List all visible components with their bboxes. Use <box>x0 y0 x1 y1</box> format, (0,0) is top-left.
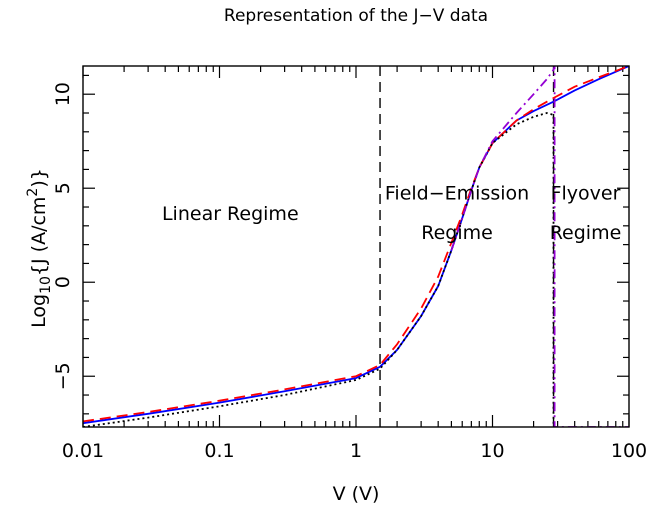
annotation-label: Regime <box>550 222 622 244</box>
annotation-label: Regime <box>421 222 493 244</box>
y-tick-label: −5 <box>52 362 74 390</box>
x-tick-label: 0.1 <box>204 440 234 462</box>
annotation-label: Field−Emission <box>385 182 529 204</box>
x-tick-label: 1 <box>350 440 362 462</box>
svg-text:Log10{J (A/cm2)}: Log10{J (A/cm2)} <box>25 168 54 328</box>
series-line-solid <box>83 66 629 425</box>
series-line-dashed <box>83 66 629 423</box>
series-line-dashdot <box>450 66 629 427</box>
x-tick-label: 10 <box>480 440 504 462</box>
series-line-dotted <box>83 112 555 427</box>
annotation-label: Linear Regime <box>162 203 299 225</box>
plot-frame <box>82 65 630 428</box>
y-tick-label: 10 <box>52 82 74 106</box>
chart-title: Representation of the J−V data <box>224 6 488 26</box>
y-axis-label: Log10{J (A/cm2)} <box>25 168 54 328</box>
x-tick-label: 100 <box>611 440 647 462</box>
annotation-label: Flyover <box>551 182 621 204</box>
y-tick-label: 5 <box>52 182 74 194</box>
y-tick-label: 0 <box>52 276 74 288</box>
x-tick-label: 0.01 <box>62 440 104 462</box>
x-axis-label: V (V) <box>333 483 380 505</box>
